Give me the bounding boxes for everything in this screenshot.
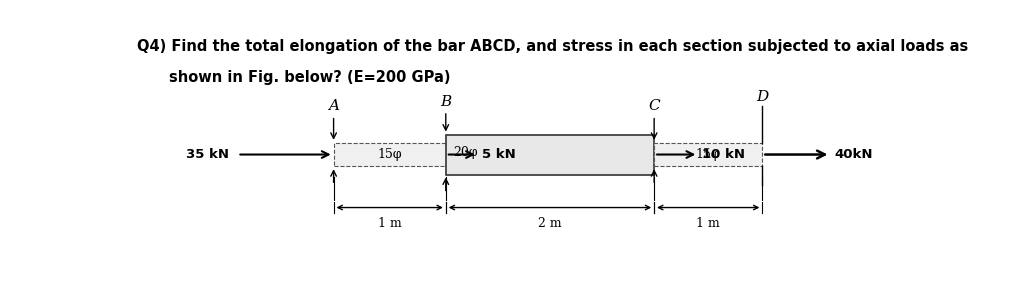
Text: 1 m: 1 m	[696, 217, 720, 230]
Text: C: C	[648, 99, 660, 113]
Text: 35 kN: 35 kN	[186, 148, 230, 161]
Text: 40kN: 40kN	[834, 148, 873, 161]
Text: A: A	[328, 99, 339, 113]
Bar	[655, 143, 762, 166]
Text: Q4) Find the total elongation of the bar ABCD, and stress in each section subjec: Q4) Find the total elongation of the bar…	[138, 39, 969, 54]
Text: 15φ: 15φ	[377, 148, 402, 161]
Text: 20φ: 20φ	[454, 146, 478, 159]
Bar	[334, 143, 446, 166]
Text: B: B	[440, 95, 452, 109]
Text: 1 m: 1 m	[377, 217, 401, 230]
Bar	[446, 135, 655, 174]
Text: 2 m: 2 m	[538, 217, 561, 230]
Text: 10 kN: 10 kN	[702, 148, 746, 161]
Text: 5 kN: 5 kN	[482, 148, 516, 161]
Text: 15φ: 15φ	[696, 148, 721, 161]
Text: D: D	[756, 90, 768, 104]
Text: shown in Fig. below? (E=200 GPa): shown in Fig. below? (E=200 GPa)	[170, 70, 451, 85]
